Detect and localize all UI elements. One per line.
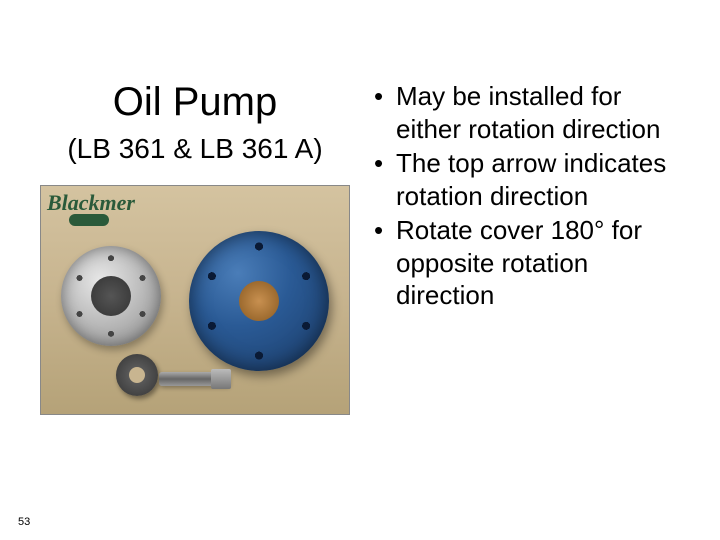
- slide-container: Oil Pump (LB 361 & LB 361 A) Blackmer Ma…: [0, 0, 720, 540]
- slide-subtitle: (LB 361 & LB 361 A): [67, 133, 322, 165]
- bullet-item: Rotate cover 180° for opposite rotation …: [370, 214, 690, 312]
- bullet-item: The top arrow indicates rotation directi…: [370, 147, 690, 212]
- pump-body-blue: [189, 231, 329, 371]
- blackmer-logo-badge: [69, 214, 109, 226]
- page-number: 53: [18, 516, 30, 528]
- bullet-list: May be installed for either rotation dir…: [370, 80, 690, 312]
- slide-title: Oil Pump: [113, 80, 278, 125]
- right-column: May be installed for either rotation dir…: [360, 80, 690, 510]
- pump-shaft: [159, 372, 229, 386]
- pump-gear: [116, 354, 158, 396]
- pump-cover-silver: [61, 246, 161, 346]
- pump-photo: Blackmer: [40, 185, 350, 415]
- bullet-item: May be installed for either rotation dir…: [370, 80, 690, 145]
- blackmer-logo: Blackmer: [47, 190, 135, 216]
- left-column: Oil Pump (LB 361 & LB 361 A) Blackmer: [30, 80, 360, 510]
